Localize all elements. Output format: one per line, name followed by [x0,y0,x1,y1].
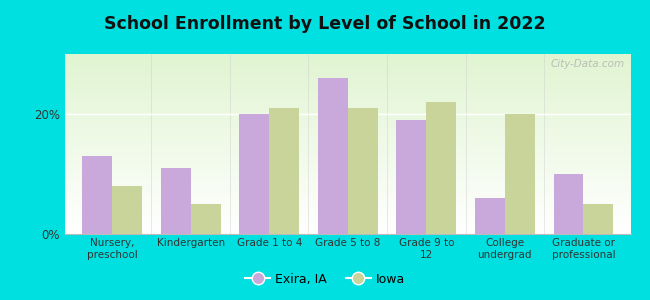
Bar [112,186,142,234]
Text: School Enrollment by Level of School in 2022: School Enrollment by Level of School in … [104,15,546,33]
Bar [190,204,220,234]
Bar [161,168,190,234]
Bar [348,108,378,234]
Bar [269,108,299,234]
Bar [396,120,426,234]
Text: City-Data.com: City-Data.com [551,59,625,69]
Bar [318,78,348,234]
Bar [505,114,535,234]
Bar [475,198,505,234]
Legend: Exira, IA, Iowa: Exira, IA, Iowa [240,268,410,291]
Bar [83,156,112,234]
Bar [426,102,456,234]
Bar [239,114,269,234]
Bar [554,174,584,234]
Bar [584,204,613,234]
